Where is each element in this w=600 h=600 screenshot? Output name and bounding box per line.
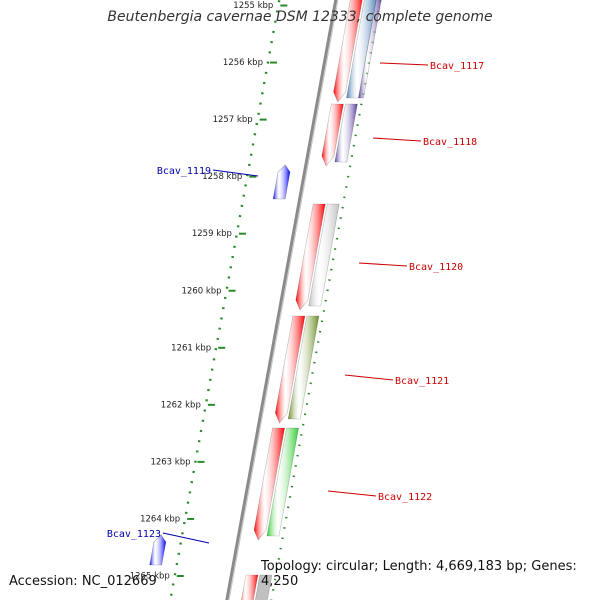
tick-label: 1265 kbp [130, 572, 170, 582]
tick-label: 1258 kbp [202, 172, 242, 182]
cog-bar-Bcav_1121 [287, 315, 320, 420]
gene-label: Bcav_1121 [395, 376, 449, 387]
tick-ring [169, 0, 281, 600]
tick-label: 1262 kbp [161, 400, 201, 410]
gene-label: Bcav_1123 [107, 529, 161, 540]
backbone-highlight [228, 0, 339, 600]
leader-Bcav_1120 [358, 262, 408, 267]
reverse-gene-Bcav_1123 [149, 534, 167, 566]
tick-label: 1255 kbp [233, 1, 273, 11]
leader-Bcav_1122 [327, 490, 377, 497]
leader-Bcav_1123 [162, 532, 210, 544]
cog-bar-Bcav_1122 [266, 427, 299, 537]
accession-label: Accession: NC_012669 [9, 574, 157, 589]
cds-arrow-Bcav_1122 [253, 427, 285, 541]
gene-label: Bcav_1119 [157, 166, 211, 177]
leader-Bcav_1121 [344, 374, 394, 381]
gene-label: Bcav_1118 [423, 137, 477, 148]
cds-arrow-tail [241, 574, 259, 600]
leader-Bcav_1117 [379, 62, 429, 66]
gene-label: Bcav_1117 [430, 61, 484, 72]
cog-bar-Bcav_1120 [308, 203, 340, 307]
leader-Bcav_1118 [372, 137, 422, 142]
tick-label: 1261 kbp [171, 343, 211, 353]
tick-label: 1264 kbp [140, 514, 180, 524]
cog-bar-tail [255, 574, 273, 600]
topology-summary: Topology: circular; Length: 4,669,183 bp… [261, 559, 577, 589]
tick-label: 1260 kbp [182, 286, 222, 296]
cog-bar-secondary [358, 0, 382, 99]
leader-Bcav_1119 [212, 169, 259, 177]
gene-label: Bcav_1120 [409, 262, 463, 273]
genome-title: Beutenbergia cavernae DSM 12333, complet… [107, 9, 493, 25]
cds-arrow-Bcav_1117 [333, 0, 363, 103]
cog-bar-Bcav_1118 [334, 103, 358, 163]
tick-label: 1259 kbp [192, 229, 232, 239]
tick-label: 1256 kbp [223, 58, 263, 68]
cds-arrow-Bcav_1121 [274, 315, 306, 424]
reverse-gene-Bcav_1119 [272, 164, 291, 200]
cds-arrow-Bcav_1118 [321, 103, 344, 167]
gene-label: Bcav_1122 [378, 492, 432, 503]
cds-arrow-Bcav_1120 [295, 203, 326, 311]
genome-backbone [225, 0, 339, 600]
tick-label: 1257 kbp [213, 115, 253, 125]
tick-label: 1263 kbp [150, 457, 190, 467]
